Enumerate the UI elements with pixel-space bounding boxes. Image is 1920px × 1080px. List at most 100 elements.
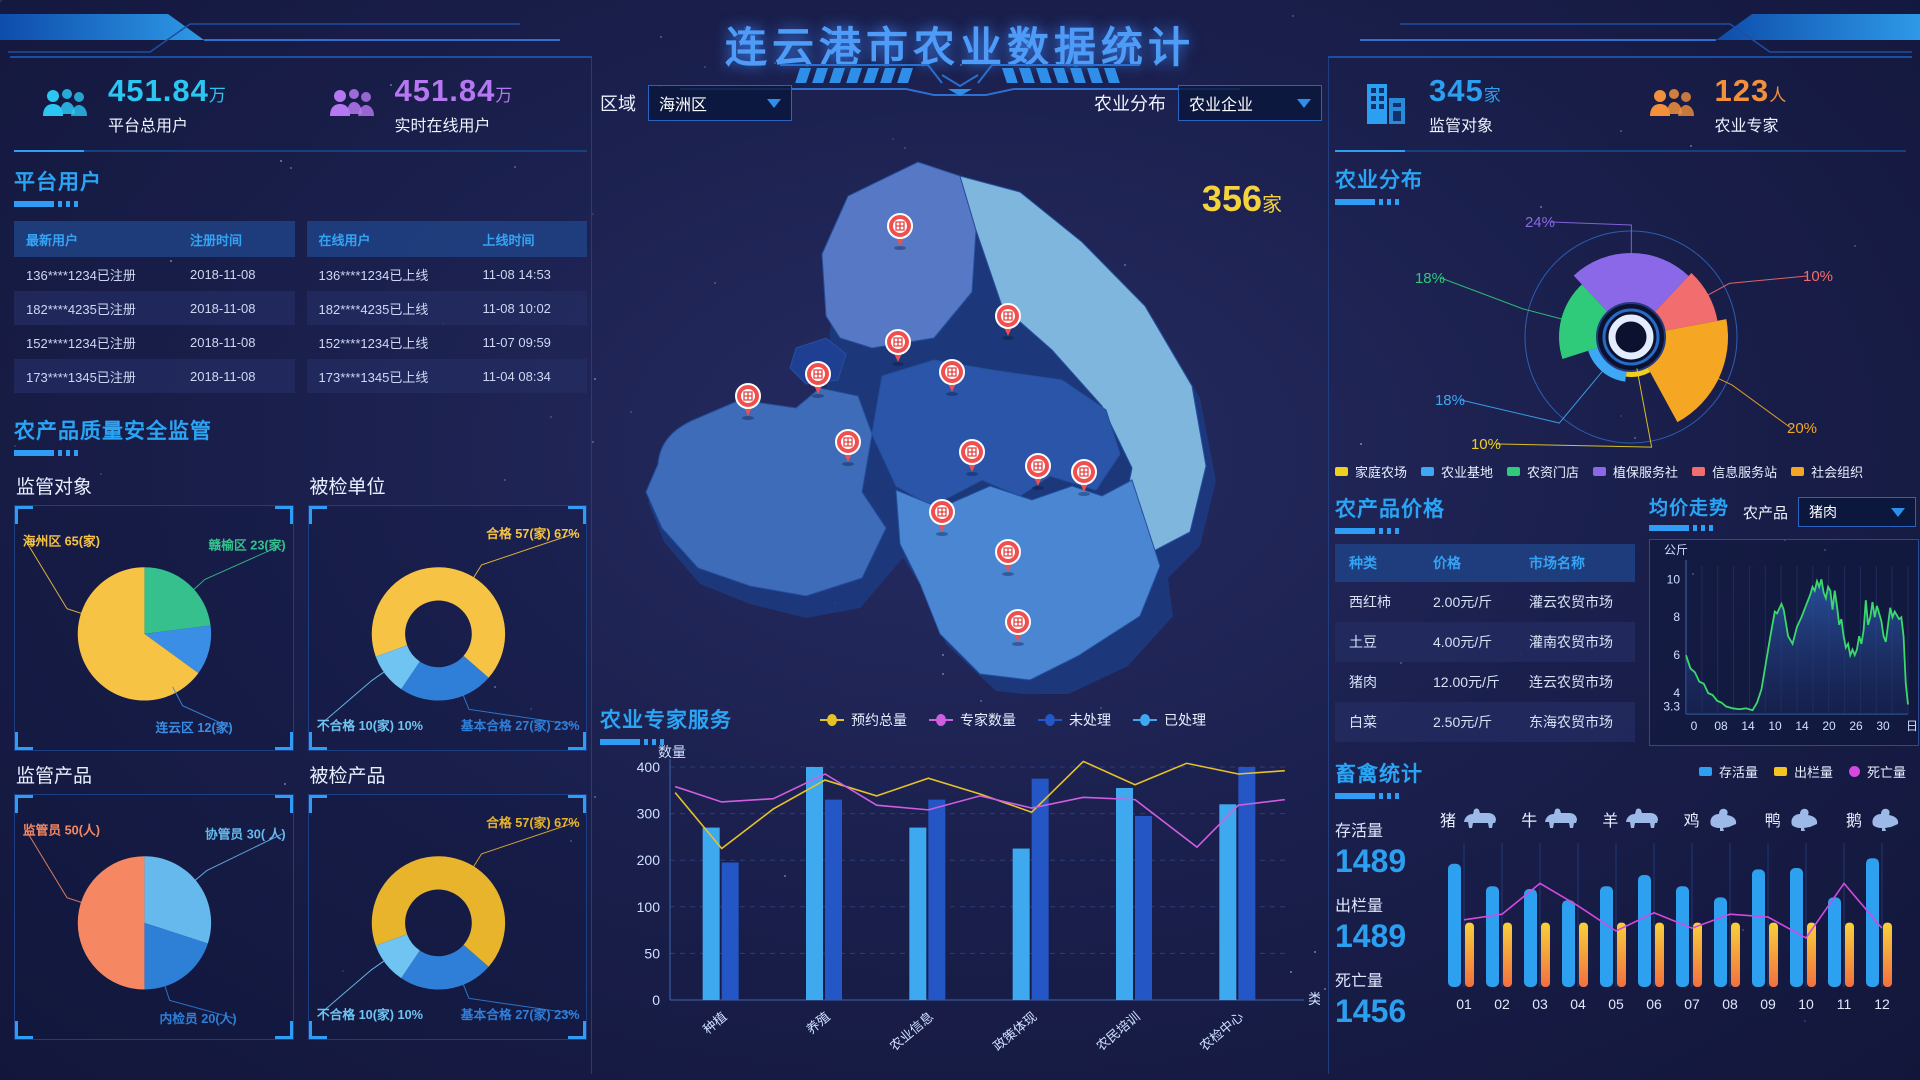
legend-item[interactable]: 家庭农场: [1335, 462, 1407, 481]
distribution-rose-chart: 24% 10% 20% 10% 18% 18%: [1415, 214, 1833, 453]
svg-text:20: 20: [1822, 719, 1836, 733]
svg-text:合格 57(家) 67%: 合格 57(家) 67%: [486, 526, 579, 541]
table-row: 173****1345已上线 11-04 08:34: [306, 359, 587, 393]
map-pin[interactable]: [929, 499, 955, 536]
legend-item[interactable]: 农业基地: [1421, 462, 1493, 481]
region-select-value: 海洲区: [659, 97, 708, 114]
svg-text:连云区 12(家): 连云区 12(家): [156, 720, 233, 735]
distribution-select[interactable]: 农业企业: [1178, 85, 1322, 121]
animal-item-鸡: 鸡: [1684, 805, 1744, 833]
legend-item[interactable]: 植保服务社: [1593, 462, 1678, 481]
svg-text:03: 03: [1532, 996, 1548, 1012]
supervise-products-pie-chart: 协管员 30( 人) 内检员 20(人) 监管员 50(人): [14, 794, 294, 1040]
checked-units-donut-chart: 合格 57(家) 67% 基本合格 27(家) 23% 不合格 10(家) 10%: [307, 505, 587, 751]
expert-service-chart: 0 50 100 200 300 400数量类型种植 养殖 农业信息 政策体现 农民培训 农检中心: [637, 744, 1336, 1054]
animal-label: 鹅: [1845, 813, 1862, 830]
map-pin[interactable]: [995, 303, 1021, 340]
stat-item: 345家监管对象: [1335, 73, 1621, 136]
animal-item-羊: 羊: [1602, 805, 1662, 833]
svg-text:24%: 24%: [1525, 214, 1555, 231]
svg-text:10: 10: [1667, 572, 1681, 586]
table-header: 种类 价格 市场名称: [1335, 544, 1635, 582]
svg-text:09: 09: [1760, 996, 1776, 1012]
distribution-label: 农业分布: [1094, 94, 1166, 114]
livestock-chart: 01 02 03 04 05 06 07 08 09 10 11 12: [1448, 843, 1892, 1012]
mini-chart-cell: 监管产品 协管员 30( 人) 内检员 20(人) 监管员 50(人): [14, 751, 294, 1040]
right-stats-row: 345家 监管对象 123人 农业专家: [1335, 58, 1906, 150]
table-header: 最新用户 注册时间: [14, 221, 295, 257]
divider: [14, 150, 587, 152]
map-pin[interactable]: [1005, 609, 1031, 646]
map-pin[interactable]: [805, 361, 831, 398]
table-row: 136****1234已注册 2018-11-08: [26, 266, 256, 283]
trend-section: 均价走势 农产品 猪肉 10 8 6 43.3 公斤 0 08 14 10 14 20 26 30 日期: [1649, 493, 1920, 746]
livestock-stat: 出栏量 1489: [1335, 898, 1407, 954]
legend-item[interactable]: 出栏量: [1773, 762, 1833, 781]
stat-label: 监管对象: [1429, 117, 1494, 135]
map-count-value: 356: [1201, 178, 1262, 219]
divider: [1335, 150, 1906, 152]
svg-text:公斤: 公斤: [1664, 543, 1688, 557]
trend-product-select[interactable]: 猪肉: [1798, 497, 1917, 527]
mini-chart-title: 监管对象: [16, 477, 93, 498]
svg-text:400: 400: [637, 759, 661, 775]
svg-text:政策体现: 政策体现: [990, 1009, 1039, 1054]
section-title-trend: 均价走势: [1649, 498, 1730, 519]
map-pin[interactable]: [887, 213, 913, 250]
legend-item[interactable]: 农资门店: [1507, 462, 1579, 481]
animal-label: 猪: [1440, 813, 1457, 830]
checked-products-svg: 合格 57(家) 67% 基本合格 27(家) 23% 不合格 10(家) 10%: [316, 815, 579, 1022]
trend-select-label: 农产品: [1743, 504, 1789, 522]
stat-value: 123人: [1714, 72, 1788, 108]
map-pin[interactable]: [735, 383, 761, 420]
legend-item[interactable]: 未处理: [1038, 710, 1111, 730]
legend-item[interactable]: 信息服务站: [1692, 462, 1777, 481]
legend-item[interactable]: 预约总量: [820, 710, 907, 730]
legend-item[interactable]: 专家数量: [929, 710, 1016, 730]
legend-item[interactable]: 死亡量: [1848, 762, 1906, 781]
legend-item[interactable]: 社会组织: [1791, 462, 1863, 481]
section-title-distribution: 农业分布: [1335, 169, 1423, 192]
map-count: 356家: [1202, 178, 1282, 220]
svg-text:0: 0: [652, 992, 660, 1008]
map-pin[interactable]: [885, 329, 911, 366]
svg-text:04: 04: [1570, 996, 1586, 1012]
animals-row: 猪牛羊鸡鸭鹅: [1440, 803, 1906, 837]
map-pin[interactable]: [1071, 459, 1097, 496]
supervise-objects-svg: 赣榆区 23(家) 连云区 12(家) 海州区 65(家): [23, 534, 286, 735]
animal-icon-鹅: [1872, 808, 1899, 831]
stat-label: 实时在线用户: [394, 117, 491, 135]
svg-text:100: 100: [637, 899, 661, 915]
map-pin[interactable]: [995, 539, 1021, 576]
svg-text:30: 30: [1876, 719, 1890, 733]
price-table-row: 猪肉 12.00元/斤 连云农贸市场: [1349, 674, 1613, 690]
map-pin[interactable]: [959, 439, 985, 476]
stat-value: 345家: [1429, 72, 1502, 108]
checked-products-donut-chart: 合格 57(家) 67% 基本合格 27(家) 23% 不合格 10(家) 10%: [307, 794, 587, 1040]
svg-text:50: 50: [644, 945, 660, 961]
map-pin[interactable]: [939, 359, 965, 396]
svg-text:不合格 10(家) 10%: 不合格 10(家) 10%: [316, 1007, 422, 1022]
region-select[interactable]: 海洲区: [648, 85, 792, 121]
svg-text:0: 0: [1691, 719, 1698, 733]
supervise-objects-pie-chart: 赣榆区 23(家) 连云区 12(家) 海州区 65(家): [14, 505, 294, 751]
legend-item[interactable]: 已处理: [1133, 710, 1206, 730]
legend-item[interactable]: 存活量: [1698, 762, 1758, 781]
left-stats-row: 451.84万 平台总用户 451.84万 实时在线用户: [14, 58, 587, 150]
svg-text:20%: 20%: [1787, 420, 1817, 437]
map-pin[interactable]: [835, 429, 861, 466]
price-section: 农产品价格 种类 价格 市场名称 西红柿 2.00元/斤 灌云农贸市场 土豆 4.00元/斤灌…: [1335, 493, 1635, 746]
livestock-stat: 存活量 1489: [1335, 823, 1407, 879]
livestock-stats: 存活量 1489 出栏量 1489 死亡量 1456: [1335, 803, 1440, 1030]
svg-text:18%: 18%: [1435, 392, 1465, 409]
district-map: 356家: [600, 134, 1322, 698]
livestock-legend: 存活量 出栏量 死亡量: [1698, 762, 1906, 781]
svg-text:01: 01: [1456, 996, 1472, 1012]
map-pin[interactable]: [1025, 453, 1051, 490]
svg-text:10: 10: [1798, 996, 1814, 1012]
mini-chart-title: 监管产品: [16, 766, 93, 787]
svg-text:10%: 10%: [1803, 268, 1833, 285]
svg-text:内检员 20(人): 内检员 20(人): [159, 1011, 236, 1026]
checked-units-svg: 合格 57(家) 67% 基本合格 27(家) 23% 不合格 10(家) 10%: [316, 526, 579, 733]
online-users-icon: [329, 89, 374, 116]
